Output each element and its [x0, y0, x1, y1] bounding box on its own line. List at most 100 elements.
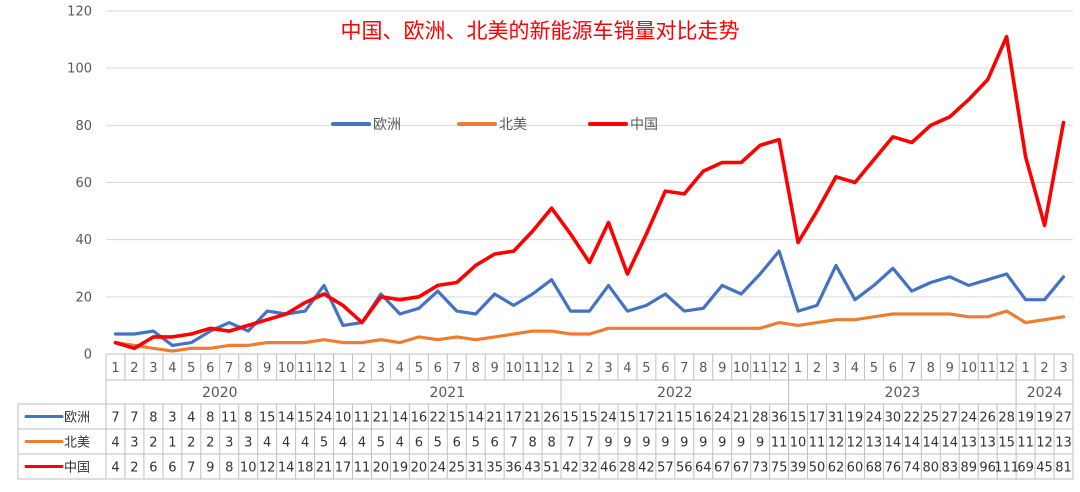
- table-cell: 9: [718, 436, 726, 451]
- table-cell: 15: [790, 411, 807, 426]
- x-tick-label: 7: [908, 361, 916, 376]
- table-cell: 64: [695, 461, 712, 476]
- table-cell: 2: [149, 436, 157, 451]
- table-cell: 12: [847, 436, 864, 451]
- table-cell: 24: [600, 411, 617, 426]
- table-cell: 21: [316, 461, 333, 476]
- x-tick-label: 9: [718, 361, 726, 376]
- table-cell: 16: [695, 411, 712, 426]
- table-cell: 9: [206, 461, 214, 476]
- x-tick-label: 9: [946, 361, 954, 376]
- table-cell: 4: [282, 436, 290, 451]
- table-cell: 4: [263, 436, 271, 451]
- y-tick-label: 100: [67, 62, 92, 77]
- table-cell: 15: [259, 411, 276, 426]
- x-tick-label: 7: [453, 361, 461, 376]
- table-cell: 6: [415, 436, 423, 451]
- x-tick-label: 1: [794, 361, 802, 376]
- table-cell: 7: [585, 436, 593, 451]
- table-cell: 12: [828, 436, 845, 451]
- table-cell: 4: [396, 436, 404, 451]
- table-cell: 19: [1017, 411, 1034, 426]
- table-cell: 13: [979, 436, 996, 451]
- table-cell: 4: [358, 436, 366, 451]
- x-tick-label: 4: [623, 361, 631, 376]
- table-cell: 14: [278, 411, 295, 426]
- table-cell: 67: [733, 461, 750, 476]
- y-tick-label: 20: [75, 290, 92, 305]
- x-tick-label: 3: [149, 361, 157, 376]
- table-cell: 24: [430, 461, 447, 476]
- table-cell: 31: [828, 411, 845, 426]
- table-cell: 9: [604, 436, 612, 451]
- table-cell: 14: [278, 461, 295, 476]
- table-cell: 81: [1055, 461, 1072, 476]
- table-cell: 15: [562, 411, 579, 426]
- table-cell: 21: [657, 411, 674, 426]
- table-cell: 19: [847, 411, 864, 426]
- table-cell: 35: [486, 461, 503, 476]
- table-cell: 89: [960, 461, 977, 476]
- table-cell: 74: [904, 461, 921, 476]
- table-cell: 96: [979, 461, 996, 476]
- x-tick-label: 12: [998, 361, 1015, 376]
- table-cell: 25: [449, 461, 466, 476]
- x-tick-label: 7: [680, 361, 688, 376]
- legend-label: 中国: [630, 117, 658, 133]
- table-cell: 111: [994, 461, 1019, 476]
- table-cell: 9: [680, 436, 688, 451]
- table-cell: 14: [941, 436, 958, 451]
- x-tick-label: 2: [358, 361, 366, 376]
- table-cell: 4: [339, 436, 347, 451]
- table-cell: 3: [130, 436, 138, 451]
- table-cell: 26: [543, 411, 560, 426]
- year-label: 2023: [885, 385, 921, 401]
- x-tick-label: 4: [168, 361, 176, 376]
- x-tick-label: 8: [244, 361, 252, 376]
- table-cell: 14: [923, 436, 940, 451]
- table-cell: 14: [904, 436, 921, 451]
- table-cell: 36: [505, 461, 522, 476]
- table-series-name: 中国: [64, 461, 90, 476]
- x-tick-label: 6: [661, 361, 669, 376]
- table-cell: 4: [111, 461, 119, 476]
- table-series-name: 北美: [64, 436, 90, 451]
- x-tick-label: 3: [832, 361, 840, 376]
- x-tick-label: 10: [733, 361, 750, 376]
- table-cell: 8: [149, 411, 157, 426]
- table-cell: 8: [547, 436, 555, 451]
- table-cell: 2: [187, 436, 195, 451]
- table-cell: 12: [259, 461, 276, 476]
- table-cell: 15: [449, 411, 466, 426]
- table-cell: 14: [885, 436, 902, 451]
- x-tick-label: 10: [278, 361, 295, 376]
- table-cell: 15: [998, 436, 1015, 451]
- table-cell: 24: [960, 411, 977, 426]
- x-tick-label: 9: [491, 361, 499, 376]
- x-tick-label: 1: [566, 361, 574, 376]
- table-cell: 9: [623, 436, 631, 451]
- table-cell: 10: [240, 461, 257, 476]
- x-tick-label: 5: [642, 361, 650, 376]
- table-cell: 3: [168, 411, 176, 426]
- x-tick-label: 10: [960, 361, 977, 376]
- data-table: 欧洲 7 7 8 3 4 8 11 8 15 14 15 24 10 11 21 14 16 22 15 14 21 17 2…: [17, 354, 1074, 480]
- table-cell: 36: [771, 411, 788, 426]
- year-label: 2021: [429, 385, 465, 401]
- table-cell: 11: [1017, 436, 1034, 451]
- table-cell: 42: [638, 461, 655, 476]
- table-cell: 9: [642, 436, 650, 451]
- table-cell: 6: [149, 461, 157, 476]
- gridlines: [106, 10, 1073, 298]
- y-tick-label: 60: [75, 176, 92, 191]
- table-cell: 76: [885, 461, 902, 476]
- table-cell: 24: [316, 411, 333, 426]
- table-cell: 7: [566, 436, 574, 451]
- table-cell: 1: [168, 436, 176, 451]
- table-cell: 5: [472, 436, 480, 451]
- y-tick-label: 40: [75, 233, 92, 248]
- table-cell: 15: [676, 411, 693, 426]
